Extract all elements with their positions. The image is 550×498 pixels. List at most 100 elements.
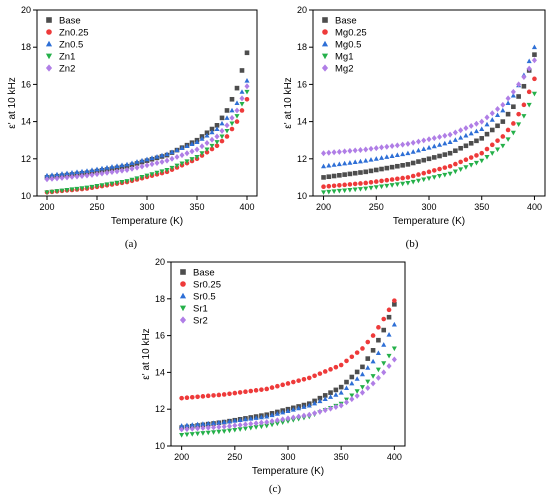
data-point [237,421,243,428]
data-point [214,133,220,140]
data-point [516,94,521,99]
data-point [357,187,363,192]
data-point [229,114,235,121]
data-point [219,134,225,140]
legend-marker [180,269,186,275]
data-point [365,356,371,361]
data-point [264,413,270,419]
data-point [326,149,332,156]
panel-b: 200 250 300 350 400 10 12 14 16 18 20 Temperature (… [283,5,546,227]
data-point [114,163,120,168]
data-point [237,427,243,432]
data-point [44,172,50,178]
data-point [239,101,245,107]
data-point [59,171,65,176]
data-point [248,415,254,421]
data-point [331,173,337,179]
caption-b: (b) [406,238,419,250]
data-point [337,183,342,188]
data-point [226,418,233,424]
y-tick-label: 20 [21,5,31,15]
data-point [505,137,511,142]
data-point [258,419,264,426]
data-point [394,142,400,149]
data-point [368,185,374,191]
data-point [312,373,317,379]
data-point [526,58,532,64]
data-point [468,141,474,146]
data-point [511,121,516,126]
data-point [349,380,355,386]
y-tick-label: 14 [155,367,165,377]
data-point [234,114,240,119]
data-point [253,420,259,427]
data-point [221,429,227,434]
data-point [189,425,195,432]
data-point [437,142,443,147]
legend-label: Mg1 [335,52,353,63]
data-point [458,145,463,151]
data-point [296,405,302,411]
data-point [381,342,387,347]
data-point [391,346,397,352]
data-point [144,156,150,162]
data-point [426,136,432,143]
data-point [99,165,105,171]
data-point [242,426,248,432]
data-point [258,414,264,420]
series-Zn0.5 [44,78,250,178]
data-point [352,170,358,176]
data-point [221,392,227,397]
data-point [189,394,195,400]
data-point [195,425,201,432]
data-point [174,163,180,169]
data-point [442,172,448,178]
data-point [216,424,222,431]
y-tick-label: 16 [155,331,165,341]
data-point [64,170,70,176]
data-point [204,149,210,155]
data-point [484,114,490,121]
data-point [386,314,392,320]
data-point [189,148,195,155]
data-point [229,96,235,102]
data-point [342,160,348,166]
data-point [373,167,379,173]
data-point [104,169,110,176]
legend-label: Zn0.5 [59,40,83,51]
data-point [248,388,254,394]
data-point [296,378,301,383]
data-point [274,411,280,416]
data-point [349,374,355,380]
data-point [500,107,506,113]
data-point [232,427,238,433]
data-point [510,92,516,98]
data-point [169,155,175,162]
data-point [221,419,227,425]
data-point [426,144,432,150]
data-point [437,153,442,159]
y-tick-label: 18 [297,42,307,52]
data-point [363,186,369,192]
data-point [532,76,537,82]
data-point [505,127,511,133]
data-point [347,182,353,187]
x-tick-label: 200 [39,202,54,212]
data-point [227,391,232,397]
data-point [495,112,501,118]
data-point [232,418,238,423]
data-point [264,419,270,426]
data-point [226,423,233,430]
data-point [375,350,381,356]
data-point [489,110,495,117]
data-point [211,430,217,435]
data-point [370,380,376,387]
data-point [431,155,437,160]
data-point [301,412,307,419]
data-point [363,158,369,163]
data-point [154,154,160,159]
data-point [394,152,400,158]
data-point [114,180,120,186]
data-point [326,183,332,189]
data-point [375,374,381,381]
